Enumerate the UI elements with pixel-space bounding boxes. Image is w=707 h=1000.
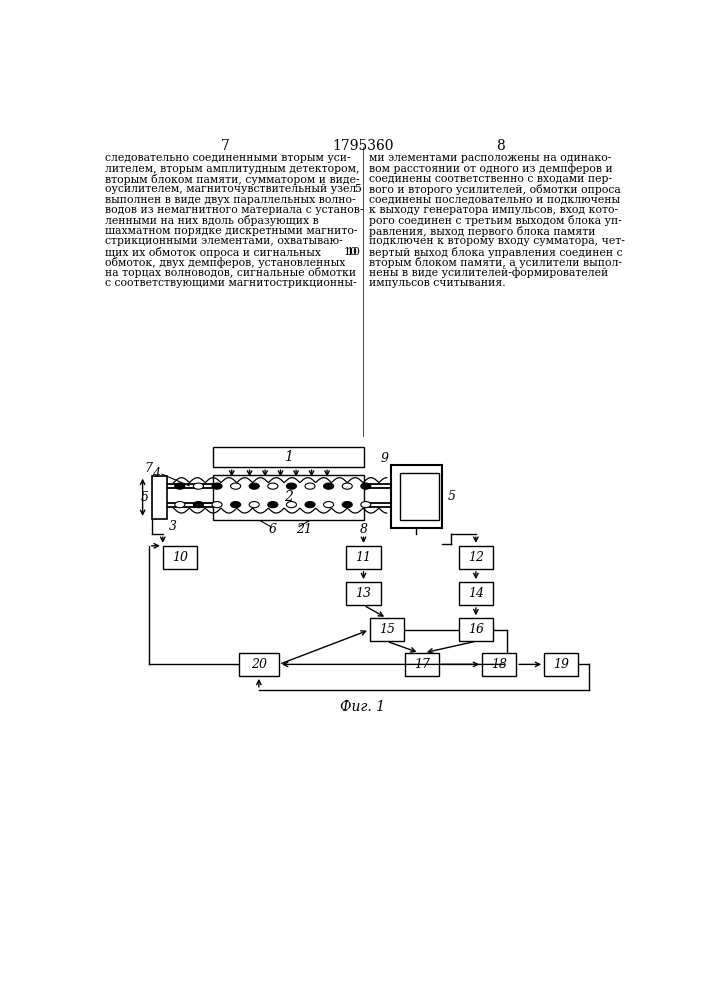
Text: 10: 10 <box>344 247 357 257</box>
Text: водов из немагнитного материала с установ-: водов из немагнитного материала с устано… <box>105 205 364 215</box>
Text: Фиг. 1: Фиг. 1 <box>340 700 385 714</box>
Bar <box>459 618 493 641</box>
Text: 1795360: 1795360 <box>332 139 394 153</box>
Ellipse shape <box>268 502 278 508</box>
Text: шахматном порядке дискретными магнито-: шахматном порядке дискретными магнито- <box>105 226 358 236</box>
Text: 1: 1 <box>284 450 293 464</box>
Ellipse shape <box>175 502 185 508</box>
Text: ми элементами расположены на одинако-: ми элементами расположены на одинако- <box>369 153 612 163</box>
Text: 18: 18 <box>491 658 507 671</box>
Text: стрикционными элементами, охватываю-: стрикционными элементами, охватываю- <box>105 236 343 246</box>
Text: 6: 6 <box>269 523 277 536</box>
Ellipse shape <box>249 502 259 508</box>
Text: ленными на них вдоль образующих в: ленными на них вдоль образующих в <box>105 215 319 226</box>
Bar <box>213 447 364 467</box>
Text: 2: 2 <box>284 490 293 504</box>
Ellipse shape <box>212 502 222 508</box>
Bar <box>544 653 578 676</box>
Text: 16: 16 <box>468 623 484 636</box>
Bar <box>152 476 168 519</box>
Text: 21: 21 <box>296 523 312 536</box>
Ellipse shape <box>305 483 315 489</box>
Ellipse shape <box>212 483 222 489</box>
Text: 8: 8 <box>496 139 505 153</box>
Ellipse shape <box>342 502 352 508</box>
Text: вторым блоком памяти, сумматором и виде-: вторым блоком памяти, сумматором и виде- <box>105 174 360 185</box>
Text: следовательно соединенными вторым уси-: следовательно соединенными вторым уси- <box>105 153 351 163</box>
Ellipse shape <box>194 483 204 489</box>
Ellipse shape <box>268 483 278 489</box>
Bar <box>459 546 493 569</box>
Text: 15: 15 <box>379 623 395 636</box>
Ellipse shape <box>361 483 371 489</box>
Text: оусилителем, магниточувствительный узел: оусилителем, магниточувствительный узел <box>105 184 356 194</box>
Text: к выходу генератора импульсов, вход кото-: к выходу генератора импульсов, вход кото… <box>369 205 618 215</box>
Text: соединены соответственно с входами пер-: соединены соответственно с входами пер- <box>369 174 612 184</box>
Text: рого соединен с третьим выходом блока уп-: рого соединен с третьим выходом блока уп… <box>369 215 621 226</box>
Text: с соответствующими магнитострикционны-: с соответствующими магнитострикционны- <box>105 278 357 288</box>
Bar <box>346 546 380 569</box>
Text: 11: 11 <box>356 551 371 564</box>
Ellipse shape <box>361 502 371 508</box>
Text: 19: 19 <box>553 658 569 671</box>
Text: 13: 13 <box>356 587 371 600</box>
Text: щих их обмоток опроса и сигнальных: щих их обмоток опроса и сигнальных <box>105 247 322 258</box>
Text: 5: 5 <box>448 490 456 503</box>
Ellipse shape <box>194 502 204 508</box>
Text: 20: 20 <box>251 658 267 671</box>
Ellipse shape <box>249 483 259 489</box>
Text: 5: 5 <box>141 491 149 504</box>
Text: нены в виде усилителей-формирователей: нены в виде усилителей-формирователей <box>369 267 608 278</box>
Text: 17: 17 <box>414 658 430 671</box>
Text: 7: 7 <box>145 462 153 475</box>
Bar <box>459 582 493 605</box>
Text: выполнен в виде двух параллельных волно-: выполнен в виде двух параллельных волно- <box>105 195 356 205</box>
Text: 7: 7 <box>221 139 230 153</box>
Text: 4: 4 <box>153 467 160 480</box>
Text: 9: 9 <box>381 452 389 465</box>
Text: вторым блоком памяти, а усилители выпол-: вторым блоком памяти, а усилители выпол- <box>369 257 622 268</box>
Text: импульсов считывания.: импульсов считывания. <box>369 278 506 288</box>
Ellipse shape <box>286 483 296 489</box>
Ellipse shape <box>305 502 315 508</box>
Text: соединены последовательно и подключены: соединены последовательно и подключены <box>369 195 620 205</box>
Ellipse shape <box>342 483 352 489</box>
Text: 3: 3 <box>169 520 177 533</box>
Text: вого и второго усилителей, обмотки опроса: вого и второго усилителей, обмотки опрос… <box>369 184 621 195</box>
Ellipse shape <box>286 502 296 508</box>
Ellipse shape <box>230 483 240 489</box>
Ellipse shape <box>324 483 334 489</box>
Text: 5: 5 <box>354 184 361 194</box>
Ellipse shape <box>175 483 185 489</box>
Bar <box>482 653 516 676</box>
Bar <box>400 473 438 520</box>
Bar <box>213 475 364 520</box>
Text: лителем, вторым амплитудным детектором,: лителем, вторым амплитудным детектором, <box>105 164 360 174</box>
Bar <box>346 582 380 605</box>
Text: 14: 14 <box>468 587 484 600</box>
Bar <box>163 546 197 569</box>
Bar <box>239 653 279 676</box>
Text: подключен к второму входу сумматора, чет-: подключен к второму входу сумматора, чет… <box>369 236 625 246</box>
Text: вом расстоянии от одного из демпферов и: вом расстоянии от одного из демпферов и <box>369 164 613 174</box>
Ellipse shape <box>324 502 334 508</box>
Text: на торцах волноводов, сигнальные обмотки: на торцах волноводов, сигнальные обмотки <box>105 267 356 278</box>
Text: 10: 10 <box>172 551 188 564</box>
Bar <box>370 618 404 641</box>
Text: равления, выход первого блока памяти: равления, выход первого блока памяти <box>369 226 595 237</box>
Ellipse shape <box>230 502 240 508</box>
Text: 10: 10 <box>347 247 361 257</box>
Text: 12: 12 <box>468 551 484 564</box>
Text: 8: 8 <box>359 523 368 536</box>
Bar <box>391 465 442 528</box>
Bar <box>404 653 438 676</box>
Text: обмоток, двух демпферов, установленных: обмоток, двух демпферов, установленных <box>105 257 346 268</box>
Text: вертый выход блока управления соединен с: вертый выход блока управления соединен с <box>369 247 623 258</box>
